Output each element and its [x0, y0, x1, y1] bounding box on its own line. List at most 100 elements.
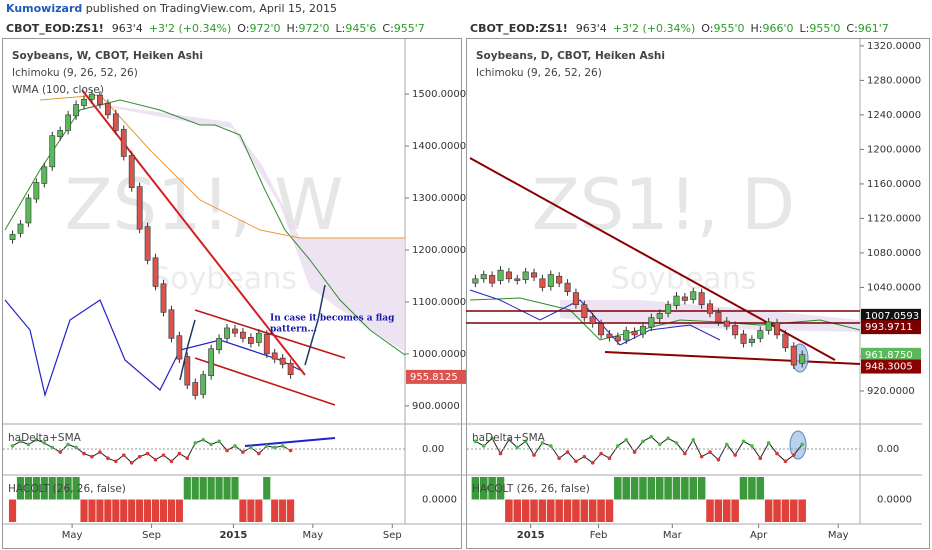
x-tick-label: Feb — [590, 530, 608, 541]
hacolt-bar — [215, 477, 223, 500]
hacolt-bar — [764, 499, 773, 522]
oscillator-dot — [249, 445, 253, 450]
hacolt-bar — [104, 499, 112, 522]
candle — [715, 312, 722, 323]
oscillator-dot — [209, 442, 213, 447]
hacolt-bar — [40, 477, 48, 500]
hacolt-bar — [672, 477, 681, 500]
author: Kumowizard — [6, 2, 82, 15]
hacolt-bar — [731, 499, 739, 522]
oscillator-dot — [657, 442, 662, 447]
candle — [706, 303, 714, 314]
pane-label: HACOLT (26, 26, false) — [472, 483, 590, 495]
candle — [547, 274, 554, 287]
hacolt-bar — [722, 499, 731, 522]
candle — [41, 166, 48, 184]
candle — [73, 104, 79, 117]
oscillator-dot — [90, 454, 94, 459]
oscillator-dot — [582, 454, 587, 459]
oscillator-dot — [98, 450, 102, 454]
left-drawings — [4, 89, 406, 447]
header-text: published on TradingView.com, April 15, … — [82, 2, 337, 15]
oscillator-dot — [137, 454, 142, 459]
hacolt-bar — [555, 499, 563, 522]
hacolt-bar — [572, 499, 580, 522]
hacolt-bar — [739, 477, 748, 500]
hacolt-bar — [756, 477, 765, 500]
oscillator-dot — [217, 439, 221, 444]
hacolt-bar — [247, 499, 255, 522]
candle — [224, 327, 230, 339]
candle — [65, 114, 72, 131]
x-tick-label: Apr — [750, 530, 768, 541]
hacolt-bar — [128, 499, 136, 522]
ichimoku-span — [4, 99, 406, 356]
candle — [589, 316, 596, 324]
hacolt-bar — [223, 477, 231, 500]
hacolt-bar — [505, 499, 513, 522]
oscillator-dot — [201, 438, 206, 442]
oscillator-dot — [272, 445, 277, 450]
candle — [97, 94, 103, 105]
hacolt-bar — [279, 499, 287, 522]
header: Kumowizard published on TradingView.com,… — [6, 2, 337, 15]
hacolt-bar — [605, 499, 614, 522]
y-tick-label: 1160.0000 — [867, 179, 921, 190]
hacolt-bar — [471, 477, 480, 500]
price-label-box — [406, 369, 466, 384]
hacolt-bar — [647, 477, 656, 500]
hacolt-bar — [183, 477, 191, 500]
candle — [564, 282, 571, 293]
quote-value: 955'0 — [713, 22, 744, 35]
oscillator-dot — [82, 451, 86, 456]
candle — [472, 278, 479, 284]
candle — [539, 278, 546, 288]
hacolt-bar — [488, 477, 496, 500]
change: +3'2 (+0.34%) — [149, 22, 231, 35]
candle — [648, 317, 655, 328]
hacolt-bar — [513, 499, 522, 522]
flag-upper — [194, 309, 346, 359]
oscillator-dot — [540, 441, 545, 445]
x-tick-label: Mar — [663, 530, 683, 541]
oscillator-dot — [574, 459, 578, 464]
y-tick-label: 1120.0000 — [867, 213, 921, 224]
hacolt-bar — [479, 477, 488, 500]
oscillator-dot — [129, 461, 134, 465]
oscillator-dot — [775, 451, 779, 456]
oscillator-dot — [750, 444, 754, 448]
hacolt-bar — [167, 499, 176, 522]
oscillator-dot — [241, 450, 245, 454]
candle — [81, 98, 87, 106]
candle — [49, 135, 56, 168]
oscillator-dot — [26, 442, 31, 447]
hacolt-bar — [580, 499, 589, 522]
oscillator-dot — [473, 439, 478, 444]
candle — [480, 274, 487, 280]
pane-title: Soybeans, W, CBOT, Heiken Ashi — [12, 50, 203, 62]
oscillator-dot — [792, 453, 796, 457]
price-label-box — [861, 320, 921, 335]
candle — [673, 295, 680, 306]
arrow — [304, 284, 326, 366]
candle — [279, 357, 286, 365]
oscillator-dot — [58, 450, 63, 454]
hacolt-bar — [748, 477, 756, 500]
candle — [665, 304, 672, 314]
quote-key: C: — [846, 22, 857, 35]
y-tick-label: 1300.0000 — [412, 193, 466, 204]
y-tick-label: 1200.0000 — [412, 245, 466, 256]
support-line — [604, 351, 861, 365]
price-label-box — [861, 308, 921, 323]
y-tick-label: 1240.0000 — [867, 110, 921, 121]
oscillator-dot — [708, 450, 712, 454]
quote-value: 955'0 — [809, 22, 840, 35]
oscillator-dot — [632, 450, 637, 454]
hacolt-bar — [563, 499, 572, 522]
quote-value: 972'0 — [249, 22, 280, 35]
pane-title: Soybeans, D, CBOT, Heiken Ashi — [476, 50, 665, 62]
y-tick-label: 1280.0000 — [867, 75, 921, 86]
candle — [497, 269, 504, 281]
arrow — [179, 319, 196, 381]
